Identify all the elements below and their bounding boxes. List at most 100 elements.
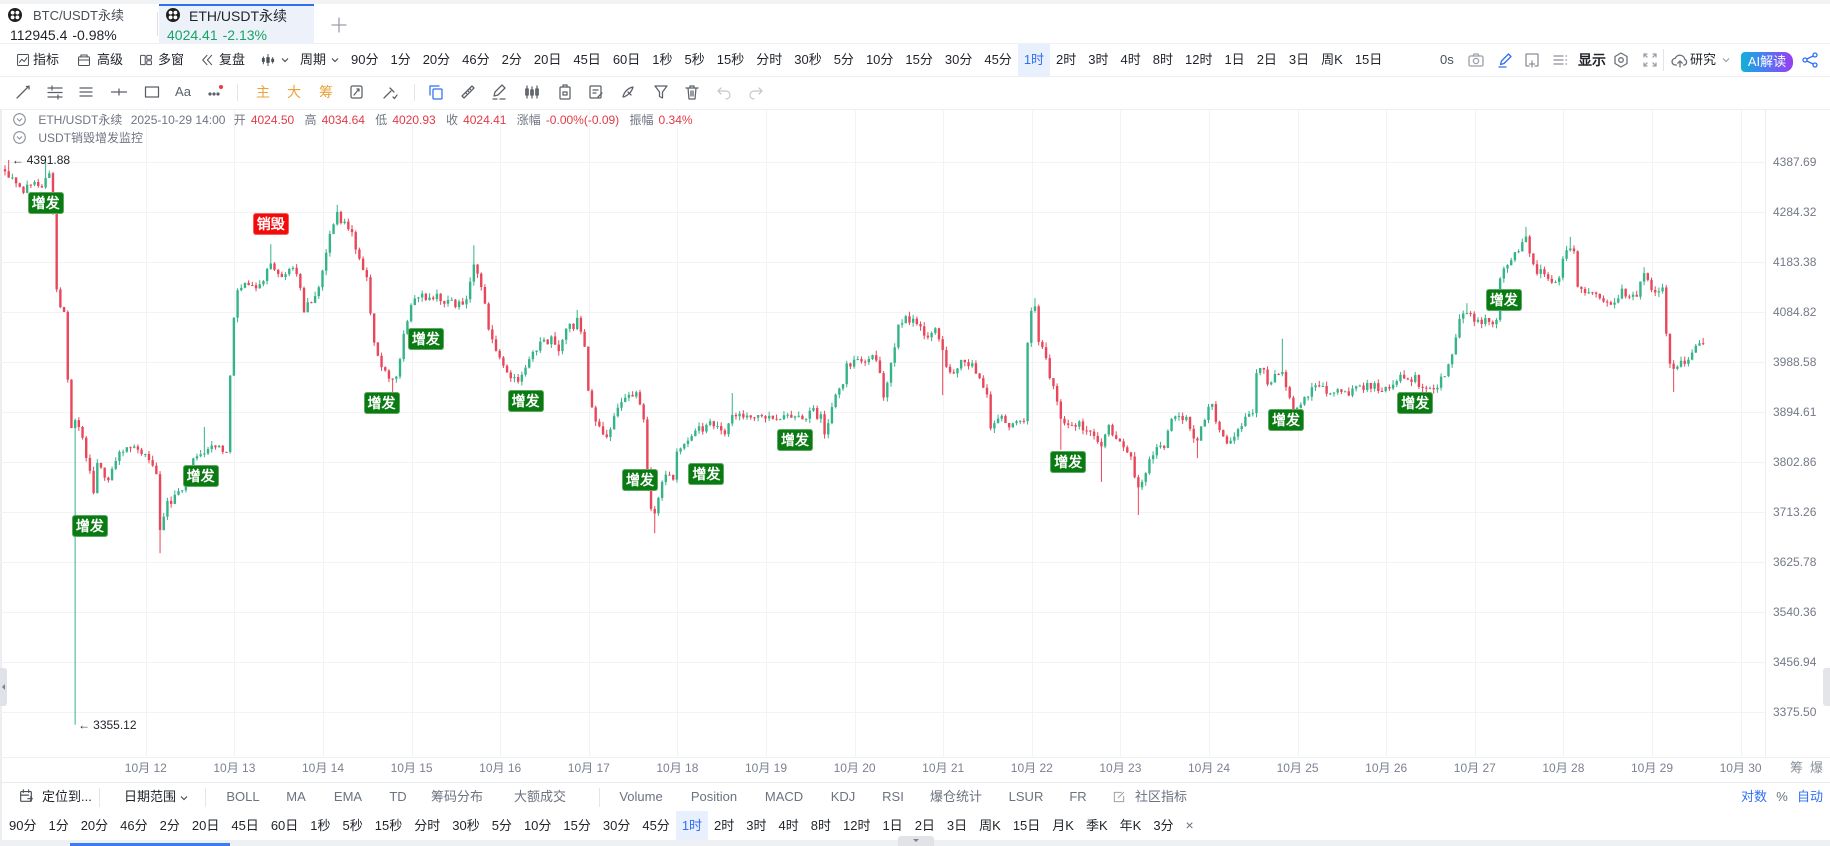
timeframe-option[interactable]: 5秒 [342,818,363,833]
timeframe-option[interactable]: 45日 [231,818,259,833]
timeframe-option[interactable]: 2日 [1256,52,1277,67]
bottom-panel-toggle[interactable] [898,836,934,846]
timeframe-option[interactable]: 30分 [944,52,973,67]
indicator-kdj[interactable]: KDJ [830,789,856,804]
locate-button[interactable]: 定位到... [42,789,92,804]
auto-scale-toggle[interactable]: 自动 [1796,789,1824,804]
timeframe-option[interactable]: 10分 [523,818,552,833]
timeframe-option[interactable]: 周K [979,818,1001,833]
timeframe-option[interactable]: 2时 [1056,52,1077,67]
timeframe-option[interactable]: 45日 [573,52,601,67]
timeframe-option[interactable]: 1秒 [652,52,673,67]
scroll-indicator[interactable] [70,843,230,846]
timeframe-option[interactable]: 1时 [1017,44,1051,76]
timeframe-option[interactable]: 15日 [1012,818,1041,833]
timeframe-option[interactable]: 分时 [414,818,441,833]
timeframe-option[interactable]: 45分 [642,818,670,833]
pen-icon[interactable] [490,83,508,101]
timeframe-option[interactable]: 15分 [905,52,933,67]
cloud-upload-icon[interactable] [1671,51,1689,69]
pencil-icon[interactable] [1496,51,1514,69]
timeframe-option[interactable]: 20日 [191,818,220,833]
hexagon-settings-icon[interactable] [1612,51,1630,69]
multi-window-button[interactable]: 多窗 [139,44,189,76]
timeframe-option[interactable]: 90分 [351,52,379,67]
timeframe-option[interactable]: 3日 [1288,52,1310,67]
note-icon[interactable] [587,83,605,101]
right-panel-toggle[interactable] [1823,668,1830,706]
timeframe-option[interactable]: 月K [1052,818,1074,833]
chips-toggle[interactable]: 筹 [319,84,333,100]
horizontal-ray-icon[interactable] [110,83,128,101]
log-scale-toggle[interactable]: 对数 [1740,789,1768,804]
indicator-large-trades[interactable]: 大额成交 [513,789,567,804]
replay-button[interactable]: 复盘 [200,44,250,76]
main-chart-toggle[interactable]: 主 [256,84,270,100]
timeframe-option[interactable]: 4时 [1120,52,1141,67]
timeframe-option[interactable]: 3分 [1153,818,1174,833]
indicator-rsi[interactable]: RSI [882,789,904,804]
indicator-liquidation-stats[interactable]: 爆仓统计 [929,789,983,804]
add-tab-plus-icon[interactable] [330,16,348,34]
timeframe-option[interactable]: 30分 [602,818,631,833]
indicator-ema[interactable]: EMA [333,789,363,804]
collapse-circle-chevron-icon[interactable] [13,113,26,126]
timeframe-option[interactable]: 15分 [563,818,591,833]
timeframe-option[interactable]: 60日 [612,52,641,67]
timeframe-option[interactable]: 30秒 [794,52,822,67]
timeframe-option[interactable]: 1分 [48,818,69,833]
community-indicators-button[interactable]: 社区指标 [1134,789,1188,804]
indicator-macd[interactable]: MACD [764,789,804,804]
date-range-dropdown[interactable]: 日期范围 [124,789,177,804]
redo-icon[interactable] [747,83,765,101]
timeframe-option[interactable]: 12时 [1184,52,1213,67]
period-dropdown[interactable]: 周期 [300,44,342,76]
timeframe-option[interactable]: 周K [1321,52,1343,67]
horizontal-lines-icon[interactable] [77,83,95,101]
more-tools-icon[interactable] [206,83,224,101]
liquidation-axis-toggle[interactable]: 爆 [1810,760,1824,775]
timeframe-option[interactable]: 90分 [9,818,37,833]
timeframe-option[interactable]: 20分 [422,52,451,67]
timeframe-option[interactable]: 12时 [842,818,871,833]
timeframe-option[interactable]: 1分 [390,52,411,67]
indicator-ma[interactable]: MA [286,789,306,804]
timeframe-option[interactable]: 45分 [984,52,1012,67]
timeframe-option[interactable]: 5分 [491,818,512,833]
undo-icon[interactable] [715,83,733,101]
indicator-boll[interactable]: BOLL [226,789,260,804]
timeframe-option[interactable]: 季K [1085,818,1108,833]
indicator-name[interactable]: USDT销毁增发监控 [38,131,144,145]
filter-icon[interactable] [652,83,670,101]
indicator-td[interactable]: TD [389,789,407,804]
advanced-button[interactable]: 高级 [77,44,127,76]
timeframe-option[interactable]: 4时 [778,818,799,833]
trend-line-icon[interactable] [14,83,32,101]
indicators-button[interactable]: 指标 [16,44,64,76]
copy-icon[interactable] [427,83,445,101]
candles-canvas[interactable] [0,109,1765,757]
timeframe-option[interactable]: 60日 [270,818,299,833]
indicator-volume[interactable]: Volume [619,789,663,804]
timeframe-option[interactable]: 30秒 [452,818,480,833]
clipboard-lock-icon[interactable] [556,83,574,101]
left-panel-toggle[interactable] [0,668,7,706]
research-dropdown[interactable]: 研究 [1690,44,1732,76]
timeframe-option[interactable]: 3时 [746,818,767,833]
timeframe-option[interactable]: 2时 [714,818,735,833]
big-trade-toggle[interactable]: 大 [287,84,301,100]
indicator-lsur[interactable]: LSUR [1008,789,1044,804]
collapse-circle-chevron-icon[interactable] [13,131,26,144]
camera-icon[interactable] [1467,51,1485,69]
tab-eth-usdt[interactable]: ETH/USDT永续 4024.41 -2.13% [159,4,314,43]
rectangle-icon[interactable] [143,83,161,101]
chips-axis-toggle[interactable]: 筹 [1790,760,1804,775]
parallel-channel-icon[interactable] [46,83,64,101]
measure-icon[interactable] [381,83,399,101]
share-icon[interactable] [1801,51,1819,69]
indicator-chip-distribution[interactable]: 筹码分布 [430,789,484,804]
timeframe-option[interactable]: 46分 [120,818,148,833]
timeframe-option[interactable]: 2日 [914,818,935,833]
timeframe-option[interactable]: 8时 [810,818,831,833]
timeframe-option[interactable]: 15秒 [374,818,403,833]
